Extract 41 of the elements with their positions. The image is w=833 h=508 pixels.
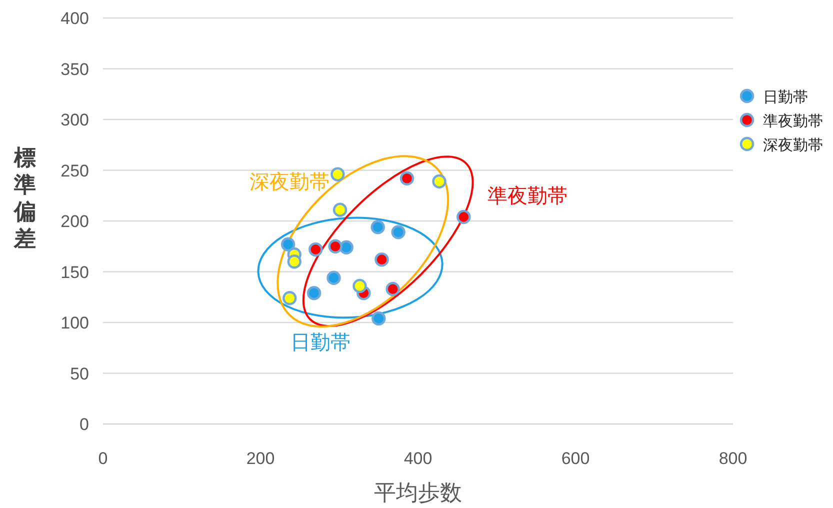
y-tick-label: 200 xyxy=(60,212,89,231)
x-tick-label: 200 xyxy=(246,449,275,468)
y-tick-label: 300 xyxy=(60,110,89,130)
point xyxy=(280,237,296,252)
y-axis-title: 標準偏差 xyxy=(13,145,36,251)
point xyxy=(330,167,345,182)
point xyxy=(308,242,323,257)
legend-label: 深夜勤帯 xyxy=(763,137,823,154)
x-tick-label: 800 xyxy=(718,449,748,468)
y-tick-label: 100 xyxy=(60,314,89,332)
point xyxy=(372,311,386,326)
legend-label: 日勤帯 xyxy=(763,89,808,106)
y-tick-label: 250 xyxy=(60,161,89,180)
point xyxy=(332,202,348,217)
annotation: 準夜勤帯 xyxy=(487,186,568,208)
point xyxy=(287,254,302,269)
point xyxy=(374,252,389,267)
x-tick-label: 400 xyxy=(404,449,432,468)
x-tick-label: 600 xyxy=(561,449,590,468)
point xyxy=(391,225,406,240)
x-axis-title: 平均歩数 xyxy=(374,480,462,505)
annotation: 深夜勤帯 xyxy=(249,172,330,194)
point xyxy=(326,270,341,285)
point xyxy=(370,220,385,234)
point xyxy=(400,171,414,186)
point xyxy=(339,240,354,254)
legend-label: 準夜勤帯 xyxy=(763,113,823,130)
y-tick-label: 400 xyxy=(60,9,89,28)
point xyxy=(328,239,342,254)
x-tick-label: 0 xyxy=(98,449,108,468)
point xyxy=(432,174,446,189)
point xyxy=(386,282,400,296)
y-tick-label: 350 xyxy=(60,60,89,79)
point xyxy=(456,210,471,224)
point xyxy=(306,286,322,300)
point xyxy=(282,291,297,306)
y-tick-label: 50 xyxy=(70,364,89,384)
annotation: 日勤帯 xyxy=(290,332,350,354)
point xyxy=(352,278,367,294)
y-tick-label: 150 xyxy=(60,262,89,282)
y-tick-label: 0 xyxy=(80,415,89,434)
